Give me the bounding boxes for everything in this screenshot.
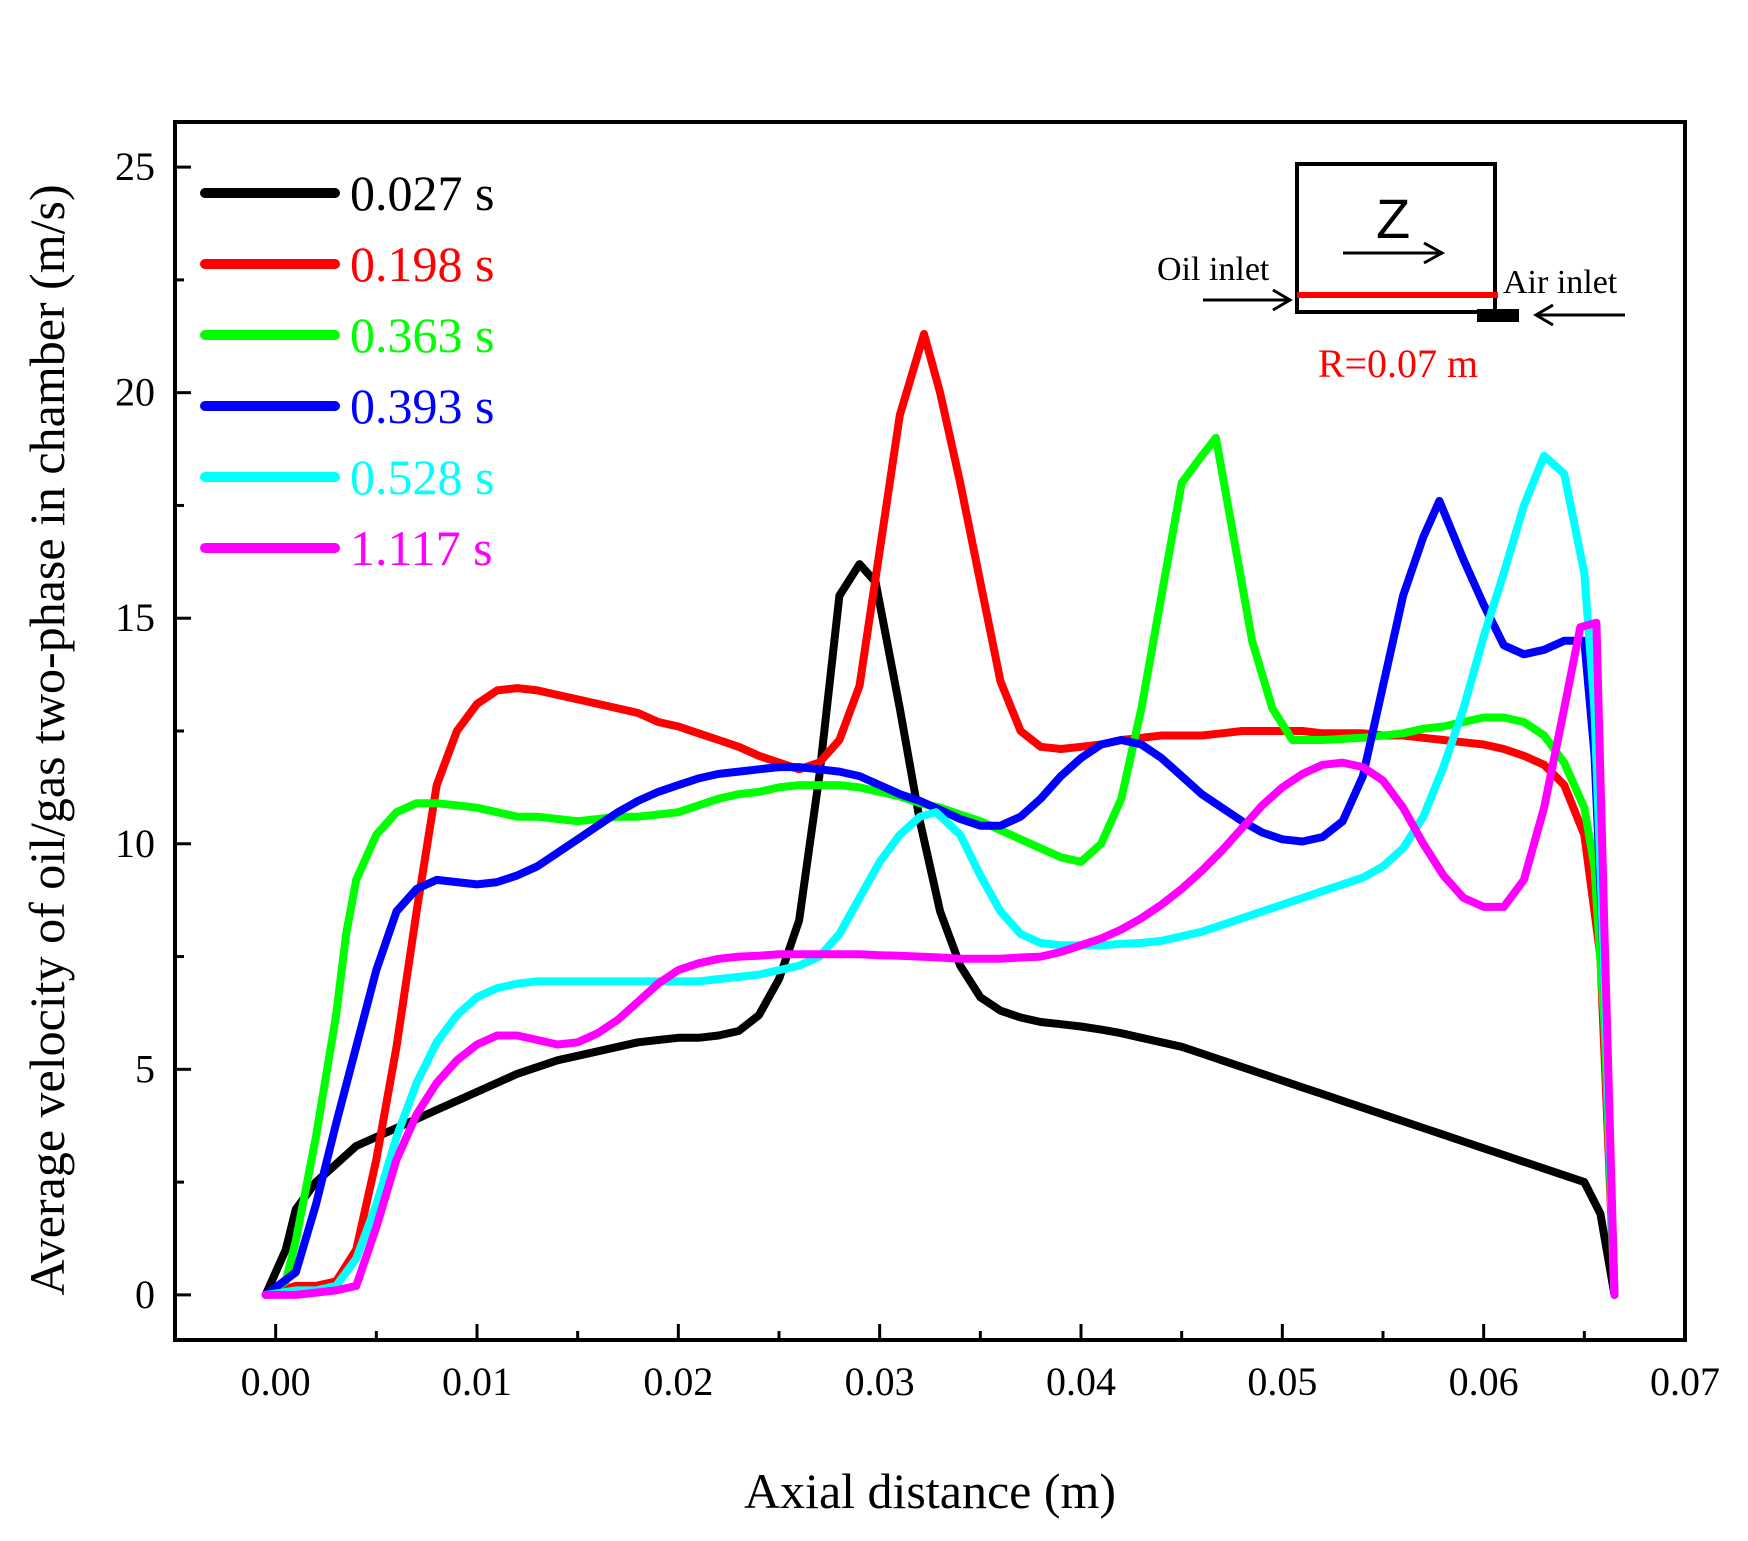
x-tick-label: 0.01: [442, 1359, 512, 1404]
x-tick-label: 0.03: [845, 1359, 915, 1404]
x-tick-label: 0.04: [1046, 1359, 1116, 1404]
legend-label: 0.198 s: [350, 236, 494, 292]
series-layer: [261, 330, 1619, 1299]
y-tick-label: 0: [135, 1272, 155, 1317]
x-axis-title: Axial distance (m): [744, 1463, 1116, 1519]
series-line-0-528-s: [261, 451, 1619, 1299]
y-axis-ticks: 0 5 10 15 20 25: [115, 144, 191, 1317]
legend-label: 1.117 s: [350, 520, 493, 576]
inset-diagram: Z Oil inlet Air inlet R=0.07 m: [1157, 162, 1625, 386]
x-tick-label: 0.07: [1650, 1359, 1720, 1404]
legend-label: 0.027 s: [350, 165, 494, 221]
inset-radius-label: R=0.07 m: [1318, 341, 1478, 386]
inset-chamber-box: [1295, 162, 1497, 314]
inset-air-arrow-head: [1533, 303, 1554, 327]
y-axis-title: Average velocity of oil/gas two-phase in…: [19, 184, 75, 1295]
y-tick-label: 5: [135, 1046, 155, 1091]
legend-label: 0.393 s: [350, 378, 494, 434]
x-tick-label: 0.05: [1247, 1359, 1317, 1404]
y-tick-label: 15: [115, 595, 155, 640]
y-tick-label: 25: [115, 144, 155, 189]
inset-air-nozzle: [1477, 309, 1519, 322]
inset-z-arrow-head: [1423, 241, 1446, 265]
inset-z-label: Z: [1376, 187, 1410, 250]
legend-label: 0.363 s: [350, 307, 494, 363]
inset-air-inlet-label: Air inlet: [1503, 264, 1618, 301]
legend-label: 0.528 s: [350, 449, 494, 505]
y-tick-label: 10: [115, 821, 155, 866]
y-tick-label: 20: [115, 370, 155, 415]
x-tick-label: 0.02: [643, 1359, 713, 1404]
x-axis-ticks: 0.00 0.01 0.02 0.03 0.04 0.05 0.06 0.07: [173, 1324, 1720, 1404]
series-line-0-393-s: [261, 496, 1619, 1299]
series-line-1-117-s: [261, 618, 1619, 1299]
series-line-0-027-s: [261, 560, 1619, 1299]
inset-oil-inlet-label: Oil inlet: [1157, 251, 1270, 288]
legend: 0.027 s 0.198 s 0.363 s 0.393 s 0.528 s 1.117…: [200, 165, 494, 576]
x-tick-label: 0.06: [1449, 1359, 1519, 1404]
x-tick-label: 0.00: [241, 1359, 311, 1404]
inset-oil-arrow-head: [1272, 288, 1293, 312]
